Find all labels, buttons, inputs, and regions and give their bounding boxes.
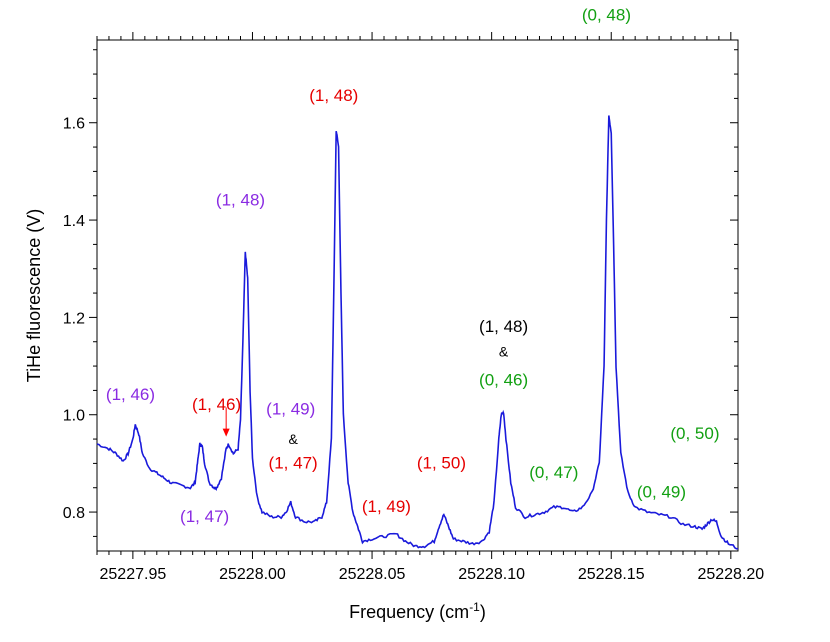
x-axis-title-sup: -1	[469, 600, 480, 614]
x-tick-label: 25228.00	[219, 566, 286, 583]
y-axis: 0.8 1.0 1.2 1.4 1.6	[63, 49, 738, 537]
peak-label: (1, 50)	[417, 453, 466, 472]
peak-label: (1, 46)	[106, 385, 155, 404]
y-tick-label: 0.8	[63, 505, 85, 522]
y-tick-label: 1.6	[63, 116, 85, 133]
peak-label: (1, 47)	[180, 507, 229, 526]
peak-label: &	[288, 431, 298, 447]
x-tick-label: 25228.10	[458, 566, 525, 583]
peak-label: (1, 49)	[362, 497, 411, 516]
peak-label: (1, 48)	[309, 86, 358, 105]
peak-label: (1, 46)	[192, 395, 241, 414]
y-tick-label: 1.0	[63, 408, 85, 425]
x-axis-title: Frequency (cm-1)	[349, 600, 486, 622]
peak-label: (0, 47)	[529, 463, 578, 482]
x-axis-title-main: Frequency (cm	[349, 602, 469, 622]
arrow-head	[222, 428, 230, 437]
x-tick-label: 25228.05	[339, 566, 406, 583]
peak-label: (0, 50)	[670, 424, 719, 443]
peak-label: (1, 47)	[269, 453, 318, 472]
peak-label: (1, 48)	[216, 190, 265, 209]
peak-label: (0, 49)	[637, 482, 686, 501]
x-axis-title-tail: )	[480, 602, 486, 622]
y-axis-title: TiHe fluorescence (V)	[24, 209, 44, 382]
x-tick-label: 25227.95	[100, 566, 167, 583]
peak-label: (0, 46)	[479, 371, 528, 390]
peak-label: (1, 48)	[479, 317, 528, 336]
x-tick-label: 25228.20	[697, 566, 764, 583]
x-axis: 25227.95 25228.00 25228.05 25228.10 25228.15…	[96, 32, 764, 583]
peak-label: (0, 48)	[582, 6, 631, 25]
y-tick-label: 1.4	[63, 213, 85, 230]
peak-label: (1, 49)	[266, 400, 315, 419]
x-tick-label: 25228.15	[578, 566, 645, 583]
plot-border	[96, 39, 739, 552]
peak-label: &	[499, 343, 509, 359]
peak-annotations: (1, 46) (1, 47) (1, 46) (1, 48) (1, 49) & (1, …	[106, 6, 720, 526]
spectrum-line	[96, 115, 739, 550]
arrow-marker	[222, 407, 230, 437]
plot-frame	[96, 39, 739, 552]
y-tick-label: 1.2	[63, 310, 85, 327]
